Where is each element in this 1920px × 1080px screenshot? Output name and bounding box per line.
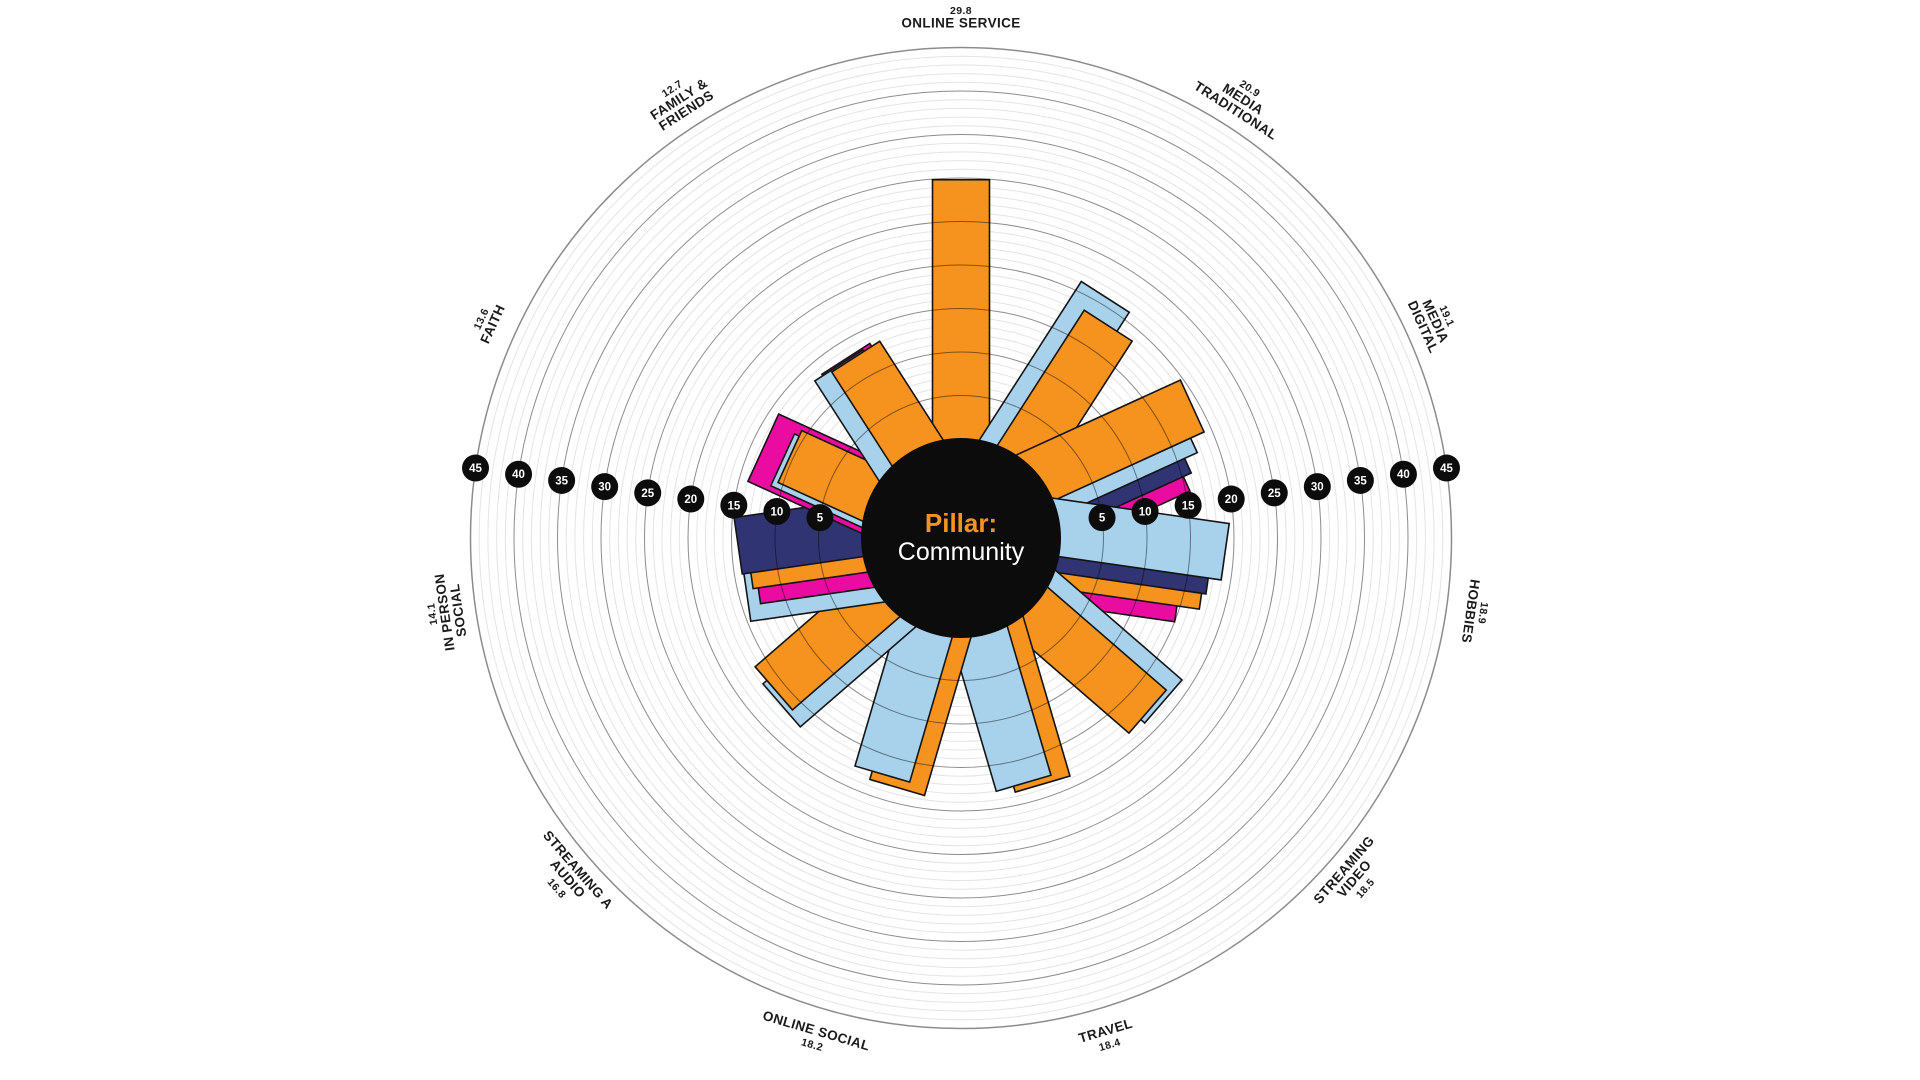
tick-label-25: 25 <box>641 488 654 500</box>
major-ring-10 <box>774 351 1148 725</box>
tick-circle-5 <box>1088 504 1116 532</box>
center-label-community: Community <box>898 538 1025 566</box>
category-name-line: HOBBIES <box>1459 578 1483 644</box>
tick-label-45: 45 <box>469 463 482 475</box>
minor-ring <box>522 99 1400 977</box>
tick-label-45: 45 <box>1440 463 1453 475</box>
tick-circle-20 <box>677 485 705 513</box>
tick-circle-45 <box>462 454 490 482</box>
tick-label-40: 40 <box>512 469 525 481</box>
category-value: 29.8 <box>950 5 972 17</box>
major-ring-45 <box>469 46 1453 1030</box>
minor-ring <box>539 116 1383 960</box>
tick-label-5: 5 <box>817 513 824 525</box>
tick-circle-25 <box>634 479 662 507</box>
minor-ring <box>478 55 1444 1021</box>
category-value: 14.1 <box>425 602 440 626</box>
tick-label-20: 20 <box>684 494 697 506</box>
tick-circle-20 <box>1217 485 1245 513</box>
tick-label-35: 35 <box>1354 475 1367 487</box>
tick-label-10: 10 <box>1139 506 1152 518</box>
major-ring-20 <box>687 264 1235 812</box>
tick-label-20: 20 <box>1225 494 1238 506</box>
center-hub-circle <box>861 438 1061 638</box>
minor-ring <box>487 64 1435 1012</box>
tick-circle-15 <box>720 491 748 519</box>
major-ring-40 <box>513 90 1409 986</box>
minor-ring <box>548 125 1374 951</box>
major-ring-5 <box>818 395 1104 681</box>
category-value: 18.2 <box>800 1036 825 1054</box>
tick-label-40: 40 <box>1397 469 1410 481</box>
major-grid-rings <box>469 46 1453 1030</box>
tick-label-5: 5 <box>1099 513 1106 525</box>
tick-label-15: 15 <box>727 500 740 512</box>
category-name-line: SOCIAL <box>447 583 469 638</box>
minor-ring <box>574 151 1348 925</box>
tick-circle-30 <box>1303 473 1331 501</box>
category-name-line: ONLINE SERVICE <box>901 16 1020 31</box>
tick-circle-40 <box>505 460 533 488</box>
tick-circle-45 <box>1432 454 1460 482</box>
minor-ring <box>591 168 1331 908</box>
tick-label-25: 25 <box>1268 488 1281 500</box>
major-ring-15 <box>731 308 1191 768</box>
tick-circle-35 <box>1346 466 1374 494</box>
minor-ring <box>504 81 1418 995</box>
tick-label-15: 15 <box>1182 500 1195 512</box>
tick-circle-25 <box>1260 479 1288 507</box>
major-ring-25 <box>644 221 1278 855</box>
center-hub: Pillar:Community <box>861 438 1061 638</box>
tick-circle-15 <box>1174 491 1202 519</box>
tick-circle-35 <box>548 466 576 494</box>
minor-ring <box>496 73 1426 1003</box>
tick-label-35: 35 <box>555 475 568 487</box>
tick-label-30: 30 <box>1311 482 1324 494</box>
tick-circle-40 <box>1389 460 1417 488</box>
tick-label-30: 30 <box>598 482 611 494</box>
center-label-pillar: Pillar: <box>925 508 997 538</box>
major-ring-30 <box>600 177 1322 899</box>
minor-ring <box>530 107 1392 969</box>
category-value: 18.9 <box>1475 601 1490 625</box>
minor-ring <box>565 142 1357 934</box>
tick-circle-10 <box>1131 497 1159 525</box>
category-value: 18.4 <box>1098 1036 1123 1054</box>
tick-circle-10 <box>763 497 791 525</box>
tick-circle-30 <box>591 473 619 501</box>
tick-label-10: 10 <box>771 506 784 518</box>
radial-axis-ticks: 5 10 15 20 25 30 35 40 45 5 10 15 20 25 30 35 40 45 <box>462 454 1460 532</box>
major-ring-35 <box>557 134 1365 942</box>
tick-circle-5 <box>806 504 834 532</box>
minor-ring <box>583 160 1339 916</box>
